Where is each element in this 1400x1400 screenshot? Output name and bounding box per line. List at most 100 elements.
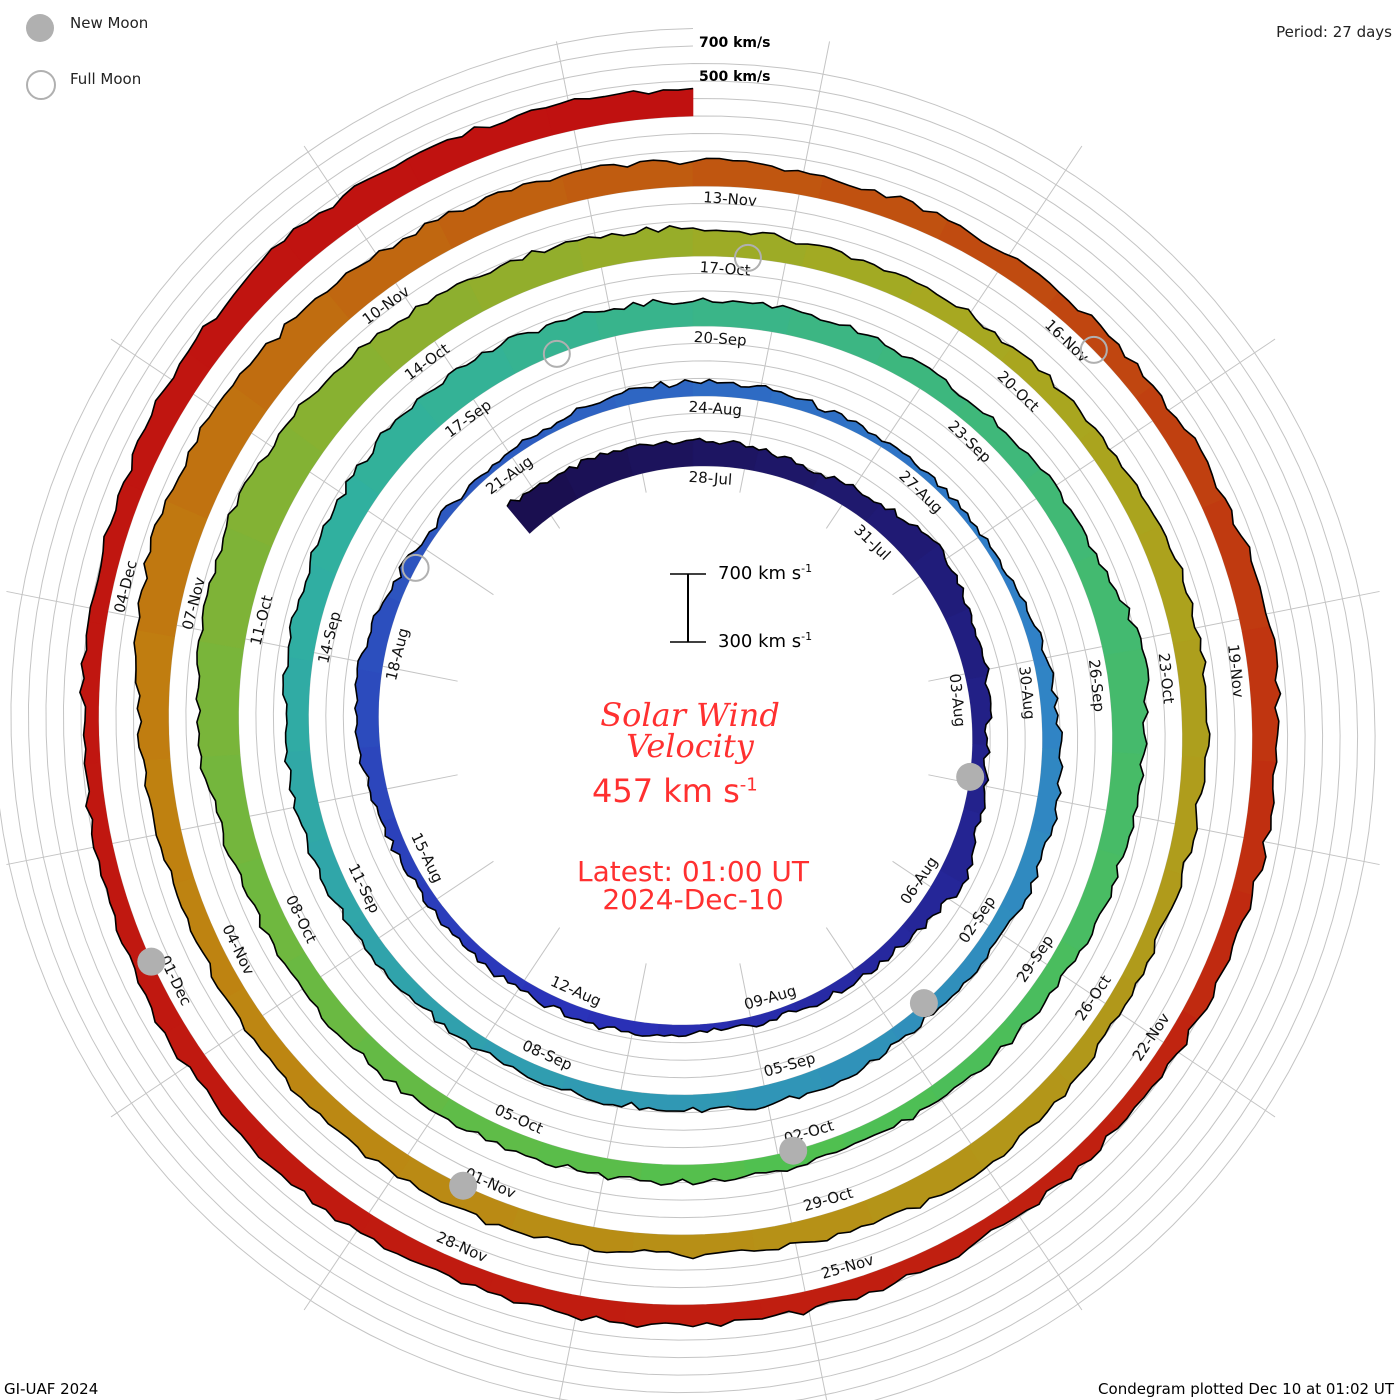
velocity-segment [1172, 638, 1211, 759]
velocity-segment [143, 758, 194, 884]
scale-low-text: 300 km s [718, 631, 802, 652]
velocity-segment [967, 521, 1017, 592]
legend-new-moon-label: New Moon [70, 14, 149, 32]
velocity-segment [309, 474, 380, 575]
velocity-segment [648, 1090, 738, 1113]
ring-label-700: 700 km/s [699, 35, 771, 51]
velocity-segment [408, 985, 489, 1051]
date-label: 28-Jul [688, 468, 733, 489]
velocity-segment [843, 420, 916, 469]
new-moon-marker [909, 989, 938, 1018]
date-label: 17-Oct [699, 258, 751, 280]
full-moon-marker [542, 339, 571, 368]
spoke-line [892, 338, 1276, 596]
velocity-segment [1164, 756, 1206, 875]
velocity-segment [79, 621, 106, 764]
velocity-segment [852, 925, 913, 981]
velocity-segment [487, 1273, 627, 1324]
velocity-segment [816, 1028, 900, 1090]
velocity-segment [349, 916, 420, 997]
scale-low-label: 300 km s-1 [718, 630, 812, 652]
spoke-line [303, 927, 561, 1311]
new-moon-marker [449, 1171, 478, 1200]
chart-title: Solar Wind Velocity [560, 696, 820, 765]
velocity-segment [284, 749, 329, 844]
velocity-segment [506, 471, 579, 534]
velocity-segment [769, 390, 848, 428]
velocity-segment [812, 473, 882, 522]
full-moon-marker [1079, 335, 1108, 364]
current-velocity-value: 457 km s [592, 772, 740, 810]
date-label: 23-Oct [1155, 652, 1178, 705]
velocity-segment [406, 107, 553, 187]
new-moon-marker [779, 1136, 808, 1165]
velocity-segment [1030, 748, 1063, 836]
ring-line [45, 62, 1376, 1400]
velocity-segment [200, 754, 262, 866]
date-label: 20-Sep [693, 328, 747, 350]
ring-label-500: 500 km/s [699, 69, 771, 85]
moon-markers [137, 243, 1108, 1200]
velocity-segment [623, 1299, 763, 1328]
velocity-segment [613, 379, 694, 408]
velocity-segment [1023, 468, 1098, 564]
velocity-segment [792, 970, 859, 1013]
full-moon-marker [401, 553, 430, 582]
legend-full-moon-label: Full Moon [70, 70, 142, 88]
title-line-1: Solar Wind [600, 696, 780, 734]
latest-date-text: 2024-Dec-10 [602, 883, 784, 916]
footer-credit: GI-UAF 2024 [4, 1380, 99, 1398]
date-label: 30-Aug [1015, 665, 1038, 720]
velocity-outline [79, 87, 1282, 1329]
current-velocity-sup: -1 [739, 774, 758, 796]
velocity-segment [195, 640, 244, 757]
spoke-line [928, 774, 1380, 866]
velocity-segment [802, 243, 917, 302]
latest-time: Latest: 01:00 UT 2024-Dec-10 [540, 858, 846, 914]
date-label: 03-Aug [946, 673, 969, 728]
title-line-2: Velocity [626, 727, 754, 765]
velocity-segment [888, 1204, 1016, 1284]
scale-high-sup: -1 [801, 562, 813, 575]
velocity-segment [354, 668, 382, 748]
velocity-segment [1000, 828, 1052, 915]
date-label: 24-Aug [688, 398, 743, 420]
new-moon-marker [137, 947, 166, 976]
full-moon-icon [26, 70, 56, 100]
velocity-segment [1121, 868, 1183, 984]
spoke-line [825, 927, 1083, 1311]
velocity-segment [1137, 525, 1202, 644]
velocity-segment [1073, 553, 1143, 656]
velocity-segment [535, 1141, 643, 1182]
velocity-segment [1182, 889, 1253, 1020]
spoke-line [558, 963, 647, 1400]
velocity-segment [1231, 760, 1278, 896]
current-velocity: 457 km s-1 [592, 772, 758, 810]
velocity-segment [818, 175, 949, 240]
scale-high-label: 700 km s-1 [718, 562, 812, 584]
scale-high-text: 700 km s [718, 563, 802, 584]
spoke-line [928, 590, 1380, 682]
spoke-line [825, 145, 1083, 529]
period-label: Period: 27 days [1276, 23, 1392, 41]
velocity-segment [428, 475, 486, 537]
scale-low-sup: -1 [801, 630, 813, 643]
velocity-segment [358, 745, 396, 822]
latest-time-text: Latest: 01:00 UT [576, 855, 810, 888]
velocity-segment [945, 608, 990, 681]
velocity-bands [79, 87, 1282, 1329]
date-label: 26-Sep [1085, 658, 1108, 712]
velocity-segment [1202, 498, 1271, 632]
velocity-segment [225, 986, 319, 1099]
new-moon-marker [956, 762, 985, 791]
full-moon-marker [733, 243, 762, 272]
velocity-segment [1103, 648, 1150, 755]
date-label: 13-Nov [703, 188, 758, 210]
velocity-segment [965, 675, 993, 746]
footer-plotted: Condegram plotted Dec 10 at 01:02 UT [1098, 1380, 1394, 1398]
velocity-segment [1079, 428, 1162, 537]
new-moon-icon [26, 14, 54, 42]
date-label: 19-Nov [1224, 643, 1248, 698]
velocity-segment [1034, 664, 1063, 750]
